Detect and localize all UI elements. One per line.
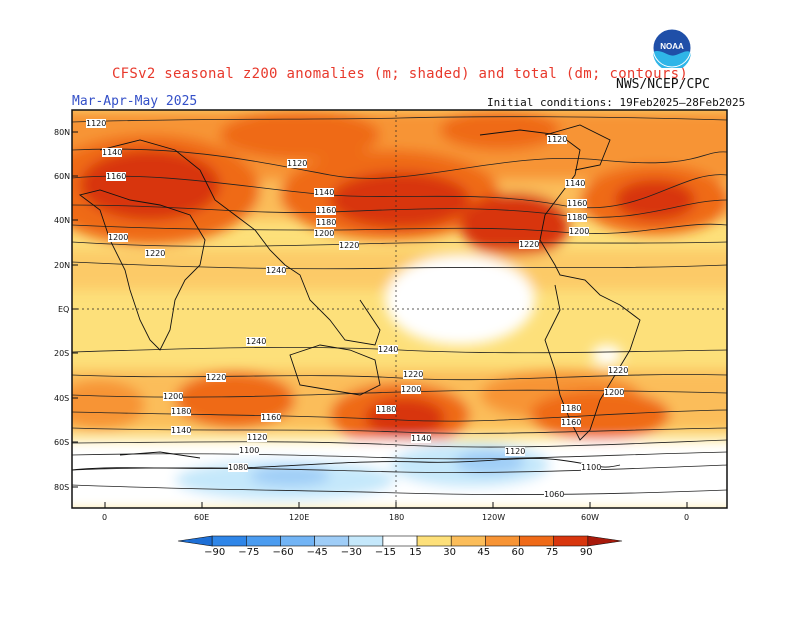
lon-label: 180 [389, 513, 405, 522]
lat-label: EQ [58, 305, 70, 314]
colorbar-swatch [553, 535, 589, 547]
colorbar-tick-label: 30 [443, 547, 456, 558]
colorbar-swatch [587, 535, 623, 547]
contour-label: 1200 [314, 229, 335, 238]
contour-label: 1240 [246, 337, 267, 346]
contour-label: 1180 [561, 404, 582, 413]
lat-label: 40N [54, 216, 71, 225]
contour-label: 1060 [544, 490, 565, 499]
colorbar-swatch [246, 535, 281, 547]
lat-label: 40S [54, 394, 70, 403]
contour-label: 1200 [604, 388, 625, 397]
contour-label: 1140 [102, 148, 123, 157]
colorbar-tick-label: 60 [511, 547, 525, 558]
colorbar-tick-label: 90 [579, 547, 593, 558]
contour-label: 1100 [581, 463, 602, 472]
contour-label: 1140 [565, 179, 586, 188]
contour-label: 1140 [314, 188, 335, 197]
contour-label: 1100 [239, 446, 260, 455]
lat-label: 20N [54, 261, 71, 270]
lon-label: 60E [194, 513, 210, 522]
colorbar-swatch [382, 535, 418, 547]
lon-label: 120E [289, 513, 310, 522]
coastlines [72, 124, 641, 471]
contour-label: 1160 [261, 413, 282, 422]
contour-label: 1120 [86, 119, 107, 128]
colorbar-tick-label: 45 [477, 547, 491, 558]
contour-label: 1220 [519, 240, 540, 249]
contour-label: 1220 [206, 373, 227, 382]
contour-label: 1200 [569, 227, 590, 236]
colorbar-tick-label: 75 [545, 547, 559, 558]
lat-label: 20S [54, 349, 70, 358]
colorbar-tick-label: −15 [374, 547, 397, 558]
colorbar-tick-label: −30 [340, 547, 362, 558]
noaa-logo: NOAA [652, 28, 692, 68]
lat-label: 60S [54, 438, 70, 447]
lat-label: 80N [54, 128, 71, 137]
contour-label: 1200 [163, 392, 184, 401]
colorbar-swatch [416, 535, 452, 547]
colorbar-swatch [348, 535, 384, 547]
axis-ticks [72, 131, 688, 508]
contour-label: 1180 [376, 405, 397, 414]
initial-conditions: Initial conditions: 19Feb2025–28Feb2025 [487, 96, 746, 109]
colorbar-swatch [211, 535, 247, 547]
contour-label: 1140 [171, 426, 192, 435]
contour-label: 1140 [411, 434, 432, 443]
shaded-anomalies [72, 110, 727, 508]
lon-label: 120W [482, 513, 506, 522]
contour-label: 1240 [266, 266, 287, 275]
contour-label: 1220 [145, 249, 166, 258]
colorbar-swatch [280, 535, 315, 547]
colorbar-tick-label: −75 [238, 547, 260, 558]
contour-label: 1120 [287, 159, 308, 168]
contour-label: 1120 [247, 433, 268, 442]
contour-label: 1220 [339, 241, 360, 250]
contour-label: 1080 [228, 463, 249, 472]
contour-label: 1200 [108, 233, 129, 242]
contour-label: 1120 [547, 135, 568, 144]
lon-label: 60W [581, 513, 600, 522]
contour-label: 1180 [171, 407, 192, 416]
lon-label: 0 [684, 513, 690, 522]
contour-label: 1160 [106, 172, 127, 181]
graticule [72, 110, 727, 508]
contour-label: 1160 [316, 206, 337, 215]
lon-label: 0 [102, 513, 108, 522]
contour-label: 1120 [505, 447, 526, 456]
contour-label: 1220 [403, 370, 424, 379]
contour-label: 1160 [561, 418, 582, 427]
lat-label: 80S [54, 483, 70, 492]
colorbar-swatch [485, 535, 520, 547]
contour-label: 1240 [378, 345, 399, 354]
colorbar-tick-label: 15 [409, 547, 422, 558]
chart-title: CFSv2 seasonal z200 anomalies (m; shaded… [111, 66, 689, 82]
colorbar-swatch [314, 535, 350, 547]
contour-label: 1180 [567, 213, 588, 222]
contour-label: 1200 [401, 385, 422, 394]
colorbar-swatch [519, 535, 554, 547]
agency-label: NWS/NCEP/CPC [616, 77, 710, 92]
logo-text: NOAA [660, 42, 684, 51]
colorbar-swatch [177, 535, 213, 547]
contour-label: 1220 [608, 366, 629, 375]
lat-label: 60N [54, 172, 71, 181]
colorbar-tick-label: −60 [272, 547, 294, 558]
colorbar-swatch [450, 535, 486, 547]
colorbar-tick-label: −45 [306, 547, 328, 558]
contour-label: 1160 [567, 199, 588, 208]
contour-label: 1180 [316, 218, 337, 227]
forecast-period: Mar-Apr-May 2025 [72, 94, 198, 109]
colorbar-tick-label: −90 [204, 547, 226, 558]
